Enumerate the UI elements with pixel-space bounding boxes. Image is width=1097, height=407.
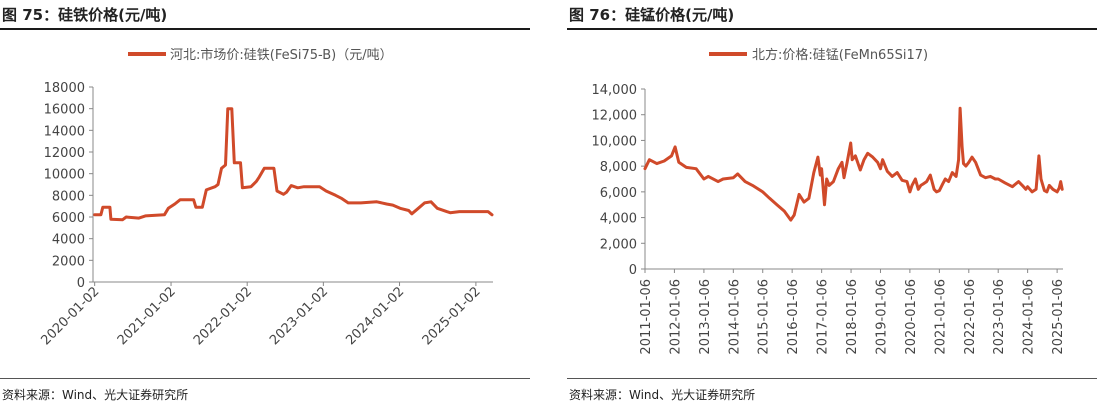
x-tick-label: 2019-01-06 [874, 279, 889, 355]
y-tick-label: 8,000 [600, 160, 637, 175]
y-tick-label: 10,000 [592, 134, 638, 149]
x-tick-label: 2012-01-06 [668, 279, 683, 355]
title-rule [0, 28, 530, 30]
title-rule [567, 28, 1097, 30]
x-tick-label: 2025-01-02 [420, 284, 484, 348]
x-tick-label: 2022-01-06 [963, 279, 978, 355]
x-tick-label: 2021-01-06 [933, 279, 948, 355]
y-tick-label: 6,000 [600, 186, 637, 201]
x-tick-label: 2015-01-06 [757, 279, 772, 355]
y-tick-label: 14000 [44, 124, 85, 139]
y-tick-label: 12,000 [592, 109, 638, 124]
x-tick-label: 2018-01-06 [845, 279, 860, 355]
y-tick-label: 10000 [44, 168, 85, 183]
x-tick-label: 2025-01-06 [1051, 279, 1066, 355]
panel-silicon-manganese: 图 76：硅锰价格(元/吨) 北方:价格:硅锰(FeMn65Si17) 0 2,00… [567, 0, 1097, 407]
legend-label: 河北:市场价:硅铁(FeSi75-B)（元/吨） [170, 47, 393, 63]
series-line [93, 107, 494, 222]
x-tick-label: 2021-01-02 [115, 284, 179, 348]
figure-title: 图 76：硅锰价格(元/吨) [569, 6, 735, 24]
x-tick-label: 2017-01-06 [816, 279, 831, 355]
y-tick-label: 12000 [44, 146, 85, 161]
chart-silicon-manganese: 北方:价格:硅锰(FeMn65Si17) 0 2,000 4,000 6,000 8,00… [592, 47, 1067, 355]
x-tick-label: 2023-01-06 [992, 279, 1007, 355]
x-tick-label: 2016-01-06 [786, 279, 801, 355]
source-note: 资料来源：Wind、光大证券研究所 [2, 388, 189, 402]
y-tick-label: 16000 [44, 103, 85, 118]
chart-silicon-iron: 河北:市场价:硅铁(FeSi75-B)（元/吨） 0 2000 4000 6000 800… [38, 47, 494, 348]
y-tick-label: 4000 [52, 233, 85, 248]
y-tick-label: 18000 [44, 81, 85, 96]
y-tick-label: 0 [629, 263, 637, 278]
x-tick-label: 2011-01-06 [639, 279, 654, 355]
y-tick-label: 4,000 [600, 212, 637, 227]
x-tick-label: 2024-01-02 [343, 284, 407, 348]
x-tick-label: 2024-01-06 [1022, 279, 1037, 355]
legend-label: 北方:价格:硅锰(FeMn65Si17) [752, 47, 928, 63]
source-note: 资料来源：Wind、光大证券研究所 [569, 388, 756, 402]
series-line [643, 106, 1064, 222]
x-tick-label: 2022-01-02 [191, 284, 255, 348]
y-tick-label: 0 [77, 276, 85, 291]
figure-title: 图 75：硅铁价格(元/吨) [2, 6, 168, 24]
x-tick-label: 2013-01-06 [698, 279, 713, 355]
y-tick-label: 2,000 [600, 237, 637, 252]
x-tick-label: 2020-01-06 [904, 279, 919, 355]
x-tick-label: 2014-01-06 [727, 279, 742, 355]
x-tick-label: 2023-01-02 [267, 284, 331, 348]
source-rule [0, 378, 530, 379]
source-rule [567, 378, 1097, 379]
y-tick-label: 8000 [52, 189, 85, 204]
x-tick-label: 2020-01-02 [38, 284, 102, 348]
y-tick-label: 2000 [52, 254, 85, 269]
y-tick-label: 14,000 [592, 83, 638, 98]
panel-silicon-iron: 图 75：硅铁价格(元/吨) 河北:市场价:硅铁(FeSi75-B)（元/吨） 0… [0, 0, 530, 407]
y-tick-label: 6000 [52, 211, 85, 226]
